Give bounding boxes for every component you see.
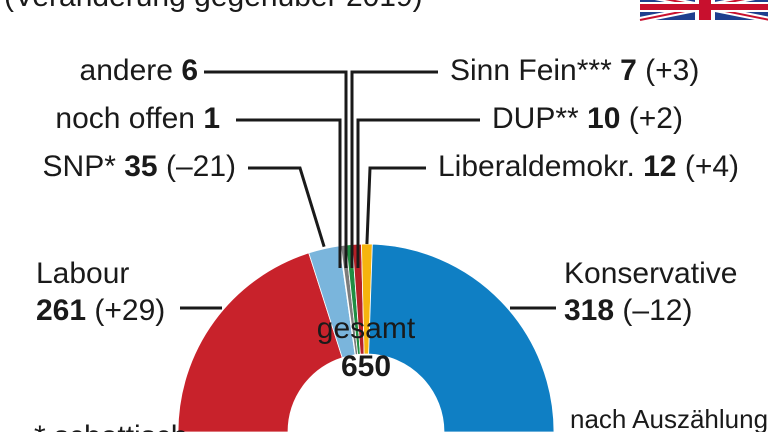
label-andere-name: andere [80, 54, 173, 87]
connector-libdem [365, 166, 426, 245]
label-labour-value: 261 [36, 294, 86, 327]
label-dup-value: 10 [587, 102, 620, 135]
label-dup: DUP** 10 (+2) [492, 102, 683, 135]
label-sinn-fein: Sinn Fein*** 7 (+3) [450, 54, 699, 87]
label-noch-offen: noch offen 1 [55, 102, 220, 135]
label-dup-change: (+2) [629, 102, 683, 135]
label-konservative-change: (–12) [622, 294, 692, 327]
label-libdem: Liberaldemokr. 12 (+4) [438, 150, 739, 183]
counting-note: nach Auszählung [570, 404, 768, 432]
label-libdem-change: (+4) [685, 150, 739, 183]
connector-noch-offen [236, 118, 342, 268]
label-konservative-name: Konservative [564, 257, 737, 290]
label-sinn-fein-change: (+3) [645, 54, 699, 87]
label-noch-offen-name: noch offen [55, 102, 195, 135]
label-libdem-value: 12 [643, 150, 676, 183]
label-dup-name: DUP** [492, 102, 579, 135]
label-sinn-fein-value: 7 [620, 54, 637, 87]
label-sinn-fein-name: Sinn Fein*** [450, 54, 612, 87]
label-snp-name: SNP* [43, 150, 117, 183]
label-connectors [180, 70, 556, 310]
donut-slices [177, 243, 555, 432]
label-snp-value: 35 [124, 150, 157, 183]
center-label: gesamt [317, 312, 416, 345]
label-labour-values: 261 (+29) [36, 294, 165, 327]
union-flag-icon [639, 0, 768, 23]
label-konservative-value: 318 [564, 294, 614, 327]
connector-snp [248, 166, 326, 248]
connector-andere [204, 70, 348, 268]
center-total: 650 [341, 350, 391, 383]
label-labour-name: Labour [36, 257, 129, 290]
chart-subtitle: (Veränderung gegenüber 2019) [4, 0, 423, 13]
slice-labour [177, 252, 343, 432]
label-konservative-values: 318 (–12) [564, 294, 692, 327]
footnote: * schottisch [34, 420, 187, 432]
label-andere-value: 6 [181, 54, 198, 87]
label-snp-change: (–21) [166, 150, 236, 183]
slice-konservative [368, 243, 555, 432]
label-labour-change: (+29) [94, 294, 165, 327]
label-andere: andere 6 [80, 54, 198, 87]
label-snp: SNP* 35 (–21) [43, 150, 236, 183]
connector-sinn-fein [350, 70, 438, 268]
connector-dup [356, 118, 480, 268]
label-noch-offen-value: 1 [203, 102, 220, 135]
label-libdem-name: Liberaldemokr. [438, 150, 635, 183]
